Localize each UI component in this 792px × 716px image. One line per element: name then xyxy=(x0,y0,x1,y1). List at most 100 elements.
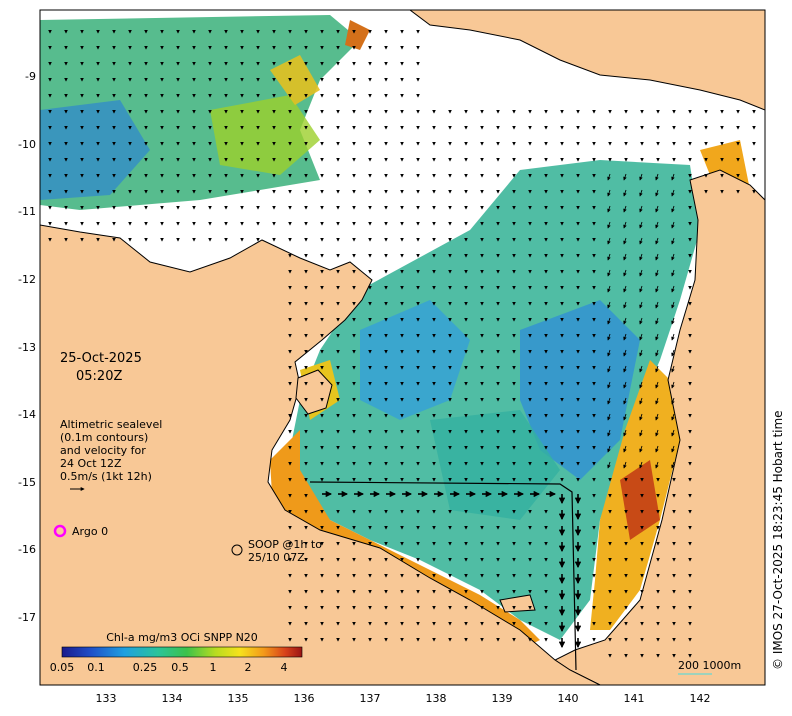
scale-label: 200 1000m xyxy=(678,659,741,672)
lon-tick: 133 xyxy=(96,692,117,705)
velocity-arrow-icon xyxy=(623,429,627,437)
velocity-arrow-icon xyxy=(671,189,675,197)
velocity-arrow-icon xyxy=(671,205,675,213)
lat-tick: -10 xyxy=(18,138,36,151)
colorbar-tick: 1 xyxy=(210,661,217,674)
velocity-arrow-icon xyxy=(623,365,627,373)
velocity-arrow-icon xyxy=(623,237,627,245)
velocity-arrow-icon xyxy=(671,333,675,341)
colorbar-tick: 0.25 xyxy=(133,661,158,674)
velocity-arrow-icon xyxy=(671,269,675,277)
velocity-arrow-icon xyxy=(671,381,675,389)
velocity-arrow-icon xyxy=(607,445,611,453)
lon-tick: 134 xyxy=(162,692,183,705)
velocity-arrow-icon xyxy=(639,397,643,405)
velocity-arrow-icon xyxy=(639,413,643,421)
velocity-arrow-icon xyxy=(607,221,611,229)
latitude-axis: -9 -10 -11 -12 -13 -14 -15 -16 -17 xyxy=(18,70,36,624)
longitude-axis: 133 134 135 136 137 138 139 140 141 142 xyxy=(96,692,711,705)
velocity-arrow-icon xyxy=(623,413,627,421)
velocity-arrow-icon xyxy=(655,333,659,341)
lon-tick: 140 xyxy=(558,692,579,705)
velocity-arrow-icon xyxy=(671,221,675,229)
lon-tick: 135 xyxy=(228,692,249,705)
velocity-arrow-icon xyxy=(639,429,643,437)
velocity-arrow-icon xyxy=(639,269,643,277)
velocity-arrow-icon xyxy=(639,285,643,293)
velocity-arrow-icon xyxy=(655,253,659,261)
lat-tick: -11 xyxy=(18,205,36,218)
velocity-arrow-icon xyxy=(671,429,675,437)
lon-tick: 136 xyxy=(294,692,315,705)
velocity-arrow-icon xyxy=(639,365,643,373)
velocity-arrow-icon xyxy=(639,349,643,357)
velocity-arrow-icon xyxy=(623,445,627,453)
velocity-arrow-icon xyxy=(671,397,675,405)
velocity-arrow-icon xyxy=(607,317,611,325)
velocity-arrow-icon xyxy=(607,237,611,245)
velocity-arrow-icon xyxy=(623,253,627,261)
depth-scale: 200 1000m xyxy=(678,659,741,675)
argo-label: Argo 0 xyxy=(72,525,108,538)
colorbar-tick: 0.05 xyxy=(50,661,75,674)
colorbar: Chl-a mg/m3 OCi SNPP N20 0.05 0.1 0.25 0… xyxy=(50,631,303,674)
velocity-arrow-icon xyxy=(607,397,611,405)
velocity-arrow-icon xyxy=(671,461,675,469)
argo-marker: Argo 0 xyxy=(53,524,108,538)
legend-line: 0.5m/s (1kt 12h) xyxy=(60,470,152,483)
velocity-arrow-icon xyxy=(623,173,627,181)
velocity-arrow-icon xyxy=(671,317,675,325)
velocity-arrow-icon xyxy=(639,445,643,453)
lat-tick: -12 xyxy=(18,273,36,286)
velocity-arrow-icon xyxy=(639,189,643,197)
soop-circle-icon xyxy=(231,544,243,556)
velocity-arrow-icon xyxy=(607,413,611,421)
velocity-arrow-icon xyxy=(623,317,627,325)
velocity-arrow-icon xyxy=(623,285,627,293)
velocity-arrow-icon xyxy=(623,461,627,469)
argo-circle-icon xyxy=(53,524,67,538)
colorbar-tick: 0.5 xyxy=(171,661,189,674)
velocity-arrow-icon xyxy=(639,237,643,245)
velocity-arrow-icon xyxy=(607,173,611,181)
velocity-arrow-icon xyxy=(671,365,675,373)
velocity-arrow-icon xyxy=(607,365,611,373)
velocity-arrow-icon xyxy=(623,301,627,309)
velocity-arrow-icon xyxy=(607,253,611,261)
velocity-arrow-icon xyxy=(623,189,627,197)
velocity-arrow-icon xyxy=(655,461,659,469)
lon-tick: 141 xyxy=(624,692,645,705)
velocity-arrow-icon xyxy=(671,173,675,181)
colorbar-gradient xyxy=(61,646,303,658)
velocity-arrow-icon xyxy=(639,301,643,309)
legend-line: 24 Oct 12Z xyxy=(60,457,122,470)
legend-line: Altimetric sealevel xyxy=(60,418,162,431)
velocity-arrow-icon xyxy=(639,173,643,181)
velocity-arrow-icon xyxy=(639,253,643,261)
velocity-arrow-icon xyxy=(655,349,659,357)
lat-tick: -15 xyxy=(18,476,36,489)
velocity-arrow-icon xyxy=(607,381,611,389)
velocity-arrow-icon xyxy=(607,349,611,357)
velocity-arrow-icon xyxy=(671,349,675,357)
lon-tick: 137 xyxy=(360,692,381,705)
legend-line: and velocity for xyxy=(60,444,146,457)
velocity-arrow-icon xyxy=(671,413,675,421)
lat-tick: -16 xyxy=(18,543,36,556)
velocity-arrow-icon xyxy=(655,413,659,421)
map-border xyxy=(39,9,766,686)
velocity-arrow-icon xyxy=(655,445,659,453)
velocity-arrow-icon xyxy=(639,205,643,213)
velocity-legend: Altimetric sealevel (0.1m contours) and … xyxy=(60,418,162,491)
velocity-arrow-icon xyxy=(607,333,611,341)
velocity-arrows xyxy=(48,30,756,658)
velocity-arrow-icon xyxy=(655,429,659,437)
velocity-arrow-icon xyxy=(639,461,643,469)
velocity-arrow-icon xyxy=(671,285,675,293)
velocity-arrow-icon xyxy=(655,269,659,277)
lon-tick: 142 xyxy=(690,692,711,705)
velocity-arrow-icon xyxy=(607,301,611,309)
velocity-arrow-icon xyxy=(607,285,611,293)
soop-label-1: SOOP @1h to xyxy=(248,538,322,551)
